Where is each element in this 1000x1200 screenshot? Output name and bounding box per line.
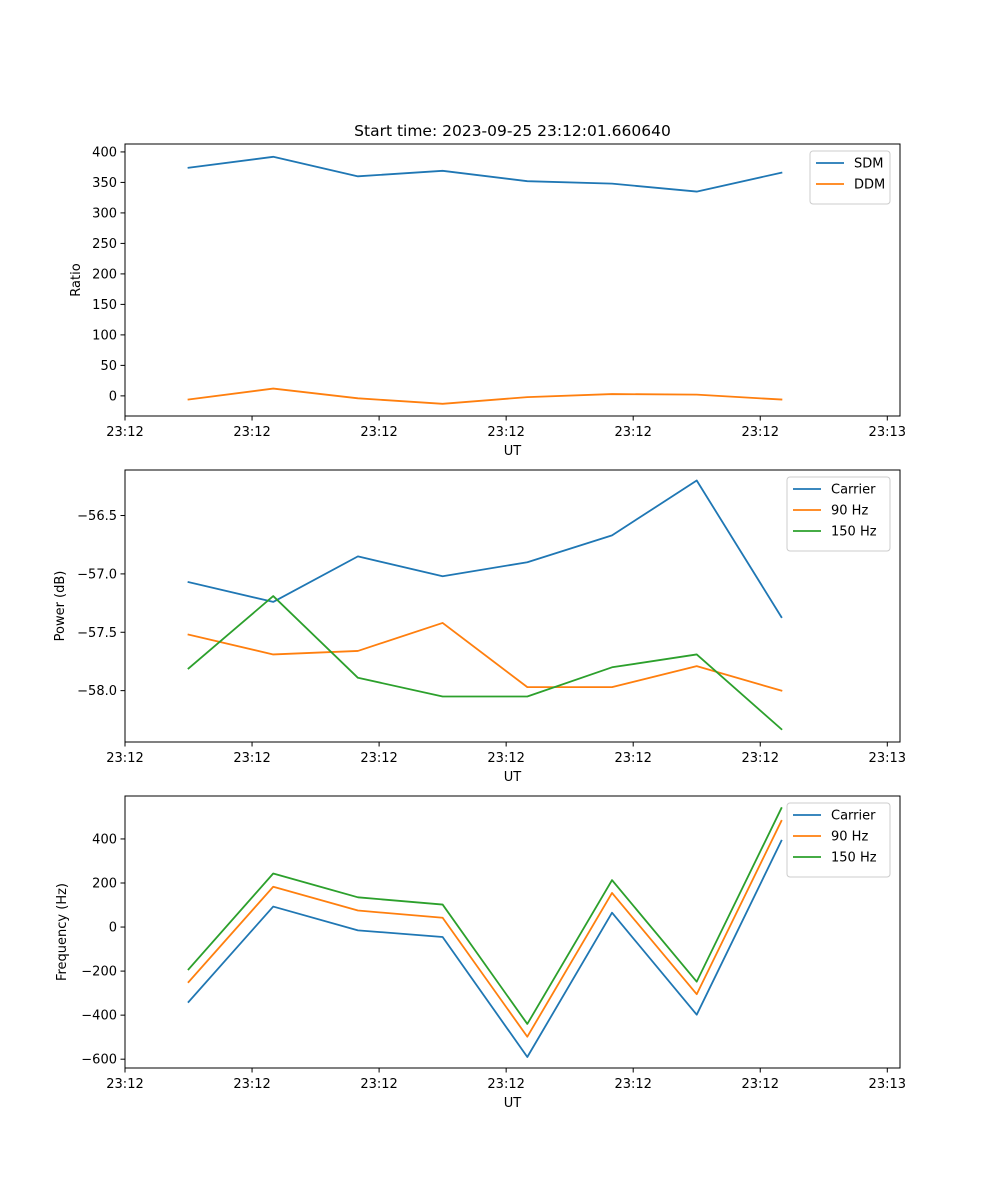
power-x-tick-label: 23:12 [360,751,397,766]
frequency-y-tick-label: −400 [81,1009,117,1024]
ratio-x-tick-label: 23:12 [360,425,397,440]
power-x-axis-label: UT [504,770,522,785]
ratio-y-tick-label: 150 [92,298,117,313]
ratio-x-tick-label: 23:12 [487,425,524,440]
ratio-y-tick-label: 250 [92,237,117,252]
power-x-tick-label: 23:12 [106,751,143,766]
frequency-series-line-90-hz [187,819,783,1038]
frequency-y-tick-label: 200 [92,876,117,891]
power-y-tick-label: −57.5 [77,626,117,641]
ratio-x-tick-label: 23:12 [106,425,143,440]
frequency-x-tick-label: 23:12 [487,1077,524,1092]
power-x-tick-label: 23:13 [869,751,906,766]
frequency-x-tick-label: 23:12 [742,1077,779,1092]
frequency-legend [786,802,891,878]
ratio-x-axis-label: UT [504,444,522,459]
frequency-series-line-150-hz [187,806,783,1025]
frequency-x-tick-label: 23:12 [360,1077,397,1092]
ratio-x-tick-label: 23:12 [614,425,651,440]
frequency-x-tick-label: 23:13 [869,1077,906,1092]
frequency-series-line-carrier [187,839,783,1058]
ratio-legend [809,150,891,205]
power-x-tick-label: 23:12 [742,751,779,766]
frequency-axes-frame [124,795,901,1069]
legend-label-ddm: DDM [854,178,885,193]
legend-label-carrier: Carrier [831,809,876,824]
frequency-x-tick-label: 23:12 [614,1077,651,1092]
power-axes-frame [124,469,901,743]
frequency-panel: 23:12 23:12 23:12 23:12 23:12 23:12 23:13 −600 −… [55,795,906,1111]
chart-title: Start time: 2023-09-25 23:12:01.660640 [354,122,671,140]
ratio-x-tick-label: 23:12 [233,425,270,440]
ratio-y-tick-label: 300 [92,206,117,221]
ratio-y-tick-label: 50 [100,359,117,374]
legend-label-90-hz: 90 Hz [831,830,868,845]
frequency-x-tick-label: 23:12 [106,1077,143,1092]
ratio-panel: 23:12 23:12 23:12 23:12 23:12 23:12 23:13 0 50 10… [69,143,906,459]
ratio-series-line-ddm [187,387,783,405]
legend-label-carrier: Carrier [831,483,876,498]
power-y-tick-label: −58.0 [77,684,117,699]
ratio-y-tick-label: 100 [92,328,117,343]
power-legend [786,476,891,552]
frequency-y-axis-label: Frequency (Hz) [55,883,70,981]
frequency-x-tick-label: 23:12 [233,1077,270,1092]
ratio-axes-frame [124,143,901,417]
power-x-tick-label: 23:12 [614,751,651,766]
frequency-y-tick-label: 400 [92,832,117,847]
power-series-line-carrier [187,479,783,619]
ratio-y-axis-label: Ratio [69,263,84,296]
power-series-line-90-hz [187,622,783,692]
ratio-y-tick-label: 0 [109,389,117,404]
frequency-y-tick-label: −600 [81,1053,117,1068]
legend-label-150-hz: 150 Hz [831,525,877,540]
power-series-line-150-hz [187,595,783,731]
ratio-series-line-sdm [187,155,783,193]
power-y-tick-label: −56.5 [77,509,117,524]
power-x-tick-label: 23:12 [233,751,270,766]
power-panel: 23:12 23:12 23:12 23:12 23:12 23:12 23:13 −58.0… [53,469,906,785]
legend-label-90-hz: 90 Hz [831,504,868,519]
power-y-tick-label: −57.0 [77,567,117,582]
ratio-y-tick-label: 400 [92,145,117,160]
ratio-x-tick-label: 23:12 [742,425,779,440]
ratio-y-tick-label: 200 [92,267,117,282]
power-x-tick-label: 23:12 [487,751,524,766]
legend-label-sdm: SDM [854,157,883,172]
frequency-y-tick-label: 0 [109,921,117,936]
power-y-axis-label: Power (dB) [53,571,68,642]
frequency-x-axis-label: UT [504,1096,522,1111]
frequency-y-tick-label: −200 [81,965,117,980]
ratio-y-tick-label: 350 [92,176,117,191]
legend-label-150-hz: 150 Hz [831,851,877,866]
ratio-x-tick-label: 23:13 [869,425,906,440]
